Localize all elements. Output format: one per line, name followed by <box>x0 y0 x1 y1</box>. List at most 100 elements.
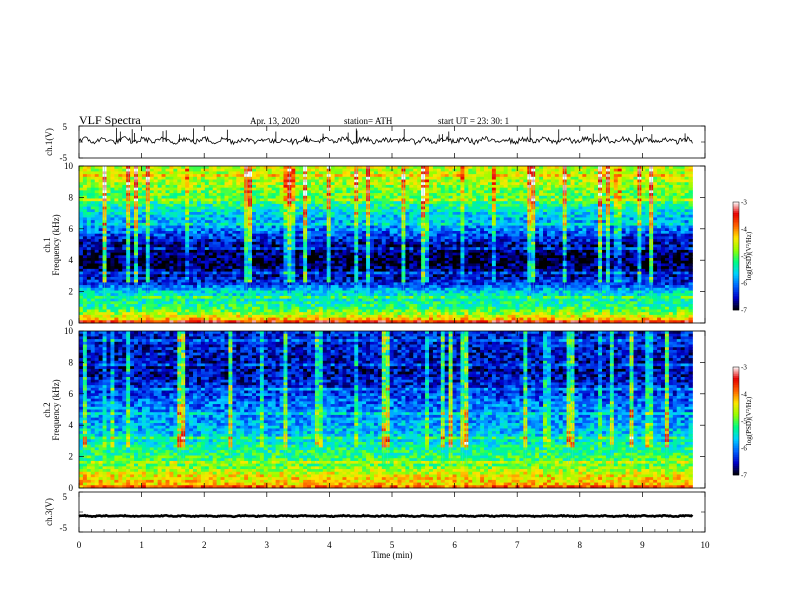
ch1-spectrogram-cell <box>106 206 111 210</box>
ch1-spectrogram-cell <box>236 184 241 189</box>
ch1-spectrogram-cell <box>358 271 363 275</box>
ch1-spectrogram-cell <box>279 295 284 300</box>
ch1-spectrogram-cell <box>141 217 147 221</box>
ch1-spectrogram-cell <box>322 217 328 221</box>
ch1-spectrogram-cell <box>224 309 229 313</box>
ch1-spectrogram-cell <box>153 285 159 289</box>
ch1-spectrogram-cell <box>334 174 339 178</box>
ch1-spectrogram-cell <box>220 206 225 210</box>
ch1-spectrogram-cell <box>228 203 233 208</box>
ch1-spectrogram-cell <box>141 230 147 235</box>
ch1-spectrogram-cell <box>255 301 261 305</box>
ch1-spectrogram-cell <box>165 166 170 170</box>
ch1-spectrogram-cell <box>377 171 383 175</box>
ch1-spectrogram-cell <box>208 320 214 324</box>
ch1-spectrogram-cell <box>216 258 221 262</box>
ch1-spectrogram-cell <box>271 255 277 259</box>
ch1-spectrogram-cell <box>413 176 418 180</box>
ch1-spectrogram-cell <box>358 295 363 300</box>
ch1-spectrogram-cell <box>228 276 233 281</box>
ch1-spectrogram-cell <box>267 214 273 218</box>
ch1-spectrogram-cell <box>330 287 336 291</box>
ch1-spectrogram-cell <box>208 174 214 178</box>
ch1-spectrogram-cell <box>189 230 194 235</box>
ch1-spectrogram-cell <box>381 279 387 283</box>
ch1-spectrogram-cell <box>373 290 379 294</box>
ch1-spectrogram-cell <box>311 230 316 235</box>
ch1-spectrogram-cell <box>118 268 123 272</box>
ch1-spectrogram-cell <box>212 206 218 210</box>
ch1-spectrogram-cell <box>204 222 210 226</box>
ch1-spectrogram-cell <box>373 203 379 208</box>
ch1-spectrogram-cell <box>271 166 277 170</box>
ch1-spectrogram-cell <box>389 247 394 251</box>
ch1-spectrogram-cell <box>311 301 316 305</box>
ch1-spectrogram-cell <box>263 239 269 243</box>
ch1-spectrogram-cell <box>169 268 174 272</box>
ch1-spectrogram-cell <box>141 171 147 175</box>
ch1-spectrogram-cell <box>204 166 210 170</box>
ch1-spectrogram-cell <box>196 304 202 308</box>
ch1-spectrogram-cell <box>358 228 363 232</box>
ch1-spectrogram-cell <box>370 309 375 313</box>
ch1-spectrogram-cell <box>322 301 328 305</box>
ch1-spectrogram-cell <box>98 276 103 281</box>
ch1-spectrogram-cell <box>409 309 414 313</box>
ch1-spectrogram-cell <box>291 171 296 175</box>
ch1-spectrogram-cell <box>169 239 174 243</box>
ch1-spectrogram-cell <box>228 220 233 224</box>
ch1-spectrogram-cell <box>216 287 221 291</box>
ch1-spectrogram-cell <box>303 314 308 318</box>
ch1-spectrogram-cell <box>240 314 245 318</box>
ch1-spectrogram-cell <box>393 195 398 199</box>
ch1-spectrogram-cell <box>193 209 198 213</box>
ch1-spectrogram-cell <box>334 222 339 226</box>
ch1-spectrogram-cell <box>181 233 186 237</box>
ch1-spectrogram-cell <box>318 260 324 264</box>
ch1-spectrogram-cell <box>252 239 257 243</box>
ch1-spectrogram-cell <box>79 179 84 183</box>
ch1-spectrogram-cell <box>314 287 320 291</box>
ch1-spectrogram-cell <box>377 217 383 221</box>
ch1-spectrogram-cell <box>318 255 324 259</box>
ch1-spectrogram-cell <box>79 184 84 189</box>
ch1-spectrogram-cell <box>173 182 178 186</box>
ch1-spectrogram-cell <box>373 206 379 210</box>
ch1-spectrogram-cell <box>271 230 277 235</box>
ch1-spectrogram-cell <box>263 293 269 297</box>
ch1-spectrogram-cell <box>334 166 339 170</box>
ch1-spectrogram-cell <box>362 241 367 245</box>
ch1-spectrogram-cell <box>122 287 127 291</box>
ch1-spectrogram-cell <box>358 225 363 229</box>
ch1-spectrogram-cell <box>236 233 241 237</box>
ch1-spectrogram-cell <box>149 182 155 186</box>
ch1-spectrogram-cell <box>189 287 194 291</box>
ch1-spectrogram-cell <box>259 276 265 281</box>
ch1-spectrogram-cell <box>86 203 92 208</box>
ch1-spectrogram-cell <box>79 174 84 178</box>
ch1-spectrogram-cell <box>220 217 225 221</box>
ch1-spectrogram-cell <box>393 241 398 245</box>
ch1-spectrogram-cell <box>114 290 119 294</box>
ch1-spectrogram-cell <box>240 282 245 286</box>
ch1-spectrogram-cell <box>255 195 261 199</box>
ch1-spectrogram-cell <box>173 217 178 221</box>
ch1-spectrogram-cell <box>377 290 383 294</box>
ch1-spectrogram-cell <box>252 317 257 321</box>
ch1-spectrogram-cell <box>212 195 218 199</box>
ch1-spectrogram-cell <box>346 266 351 270</box>
ch1-spectrogram-cell <box>350 317 355 321</box>
ch1-spectrogram-cell <box>169 184 174 189</box>
ch1-spectrogram-cell <box>236 228 241 232</box>
ch1-spectrogram-cell <box>311 282 316 286</box>
ch1-spectrogram-cell <box>118 295 123 300</box>
ch1-spectrogram-cell <box>181 276 186 281</box>
ch1-spectrogram-cell <box>385 176 391 180</box>
ch1-spectrogram-cell <box>86 233 92 237</box>
ch1-spectrogram-cell <box>86 271 92 275</box>
ch1-spectrogram-cell <box>385 182 391 186</box>
ch1-spectrogram-cell <box>252 201 257 205</box>
ch1-spectrogram-cell <box>299 233 304 237</box>
ch1-spectrogram-cell <box>346 187 351 191</box>
ch1-spectrogram-cell <box>196 184 202 189</box>
